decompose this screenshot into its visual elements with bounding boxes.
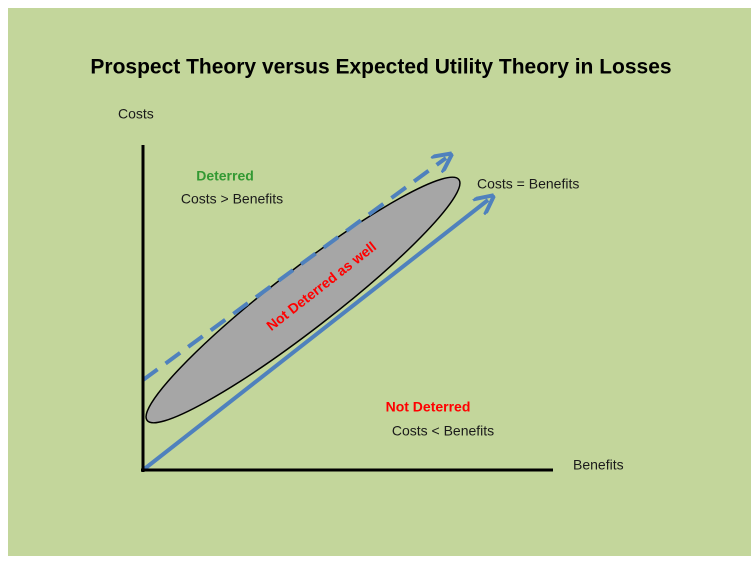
not-deterred-condition: Costs < Benefits <box>392 423 494 439</box>
not-deterred-label: Not Deterred <box>386 399 471 415</box>
background <box>8 8 751 556</box>
x-axis-label: Benefits <box>573 457 624 473</box>
deterred-condition: Costs > Benefits <box>181 191 283 207</box>
deterred-label: Deterred <box>196 168 254 184</box>
solid-arrow <box>141 200 488 472</box>
equal-line-label: Costs = Benefits <box>477 176 579 192</box>
title: Prospect Theory versus Expected Utility … <box>90 56 671 79</box>
dashed-arrow <box>141 158 446 382</box>
y-axis-label: Costs <box>118 106 154 122</box>
